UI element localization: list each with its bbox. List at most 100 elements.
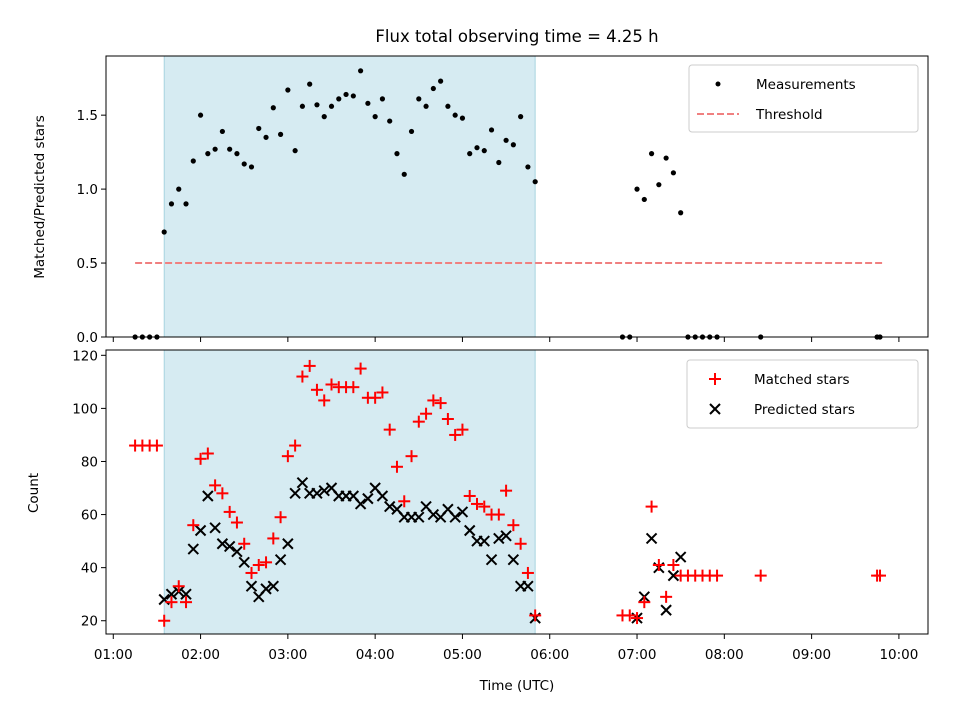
- matched-star-point: [223, 505, 236, 518]
- matched-star-point: [427, 394, 440, 407]
- matched-star-point: [238, 537, 251, 550]
- predicted-star-point: [274, 553, 287, 566]
- predicted-star-point: [485, 553, 498, 566]
- x-axis-label: Time (UTC): [479, 678, 555, 694]
- predicted-star-point: [645, 532, 658, 545]
- matched-star-point: [623, 609, 636, 622]
- matched-star-point: [376, 386, 389, 399]
- measurement-point: [474, 145, 480, 151]
- top-y-ticks: 0.0 0.5 1.0 1.5: [77, 108, 106, 346]
- measurement-point: [358, 68, 364, 74]
- predicted-star-point: [383, 500, 396, 513]
- legend-matched-marker: [709, 373, 721, 385]
- measurement-point: [510, 142, 516, 148]
- measurement-point: [321, 114, 327, 120]
- predicted-star-point: [238, 556, 250, 569]
- matched-star-point: [172, 580, 185, 593]
- matched-star-point: [434, 397, 447, 410]
- predicted-stars-points: [158, 477, 687, 624]
- legend-measurements-label: Measurements: [756, 77, 856, 93]
- measurement-point: [234, 151, 240, 157]
- predicted-star-point: [194, 524, 207, 537]
- measurement-point: [285, 87, 291, 93]
- matched-star-point: [529, 609, 542, 622]
- predicted-star-point: [289, 487, 301, 500]
- y-tick-label: 80: [81, 454, 98, 470]
- x-tick-label: 04:00: [356, 647, 395, 663]
- measurement-point: [401, 171, 407, 177]
- measurement-point: [518, 114, 524, 120]
- matched-star-point: [194, 452, 207, 465]
- predicted-star-point: [187, 543, 199, 555]
- matched-star-point: [201, 447, 214, 460]
- bottom-x-ticks: 01:00 02:00 03:00 04:00 05:00 06:00 07:00 08:00…: [94, 634, 918, 663]
- matched-star-point: [478, 500, 491, 513]
- matched-star-point: [390, 460, 403, 473]
- measurement-point: [219, 128, 225, 135]
- predicted-star-point: [180, 588, 192, 600]
- matched-star-point: [470, 497, 483, 510]
- predicted-star-point: [413, 511, 425, 523]
- matched-star-point: [267, 532, 280, 545]
- measurement-point: [299, 103, 306, 109]
- measurement-point: [176, 186, 182, 192]
- x-tick-label: 03:00: [268, 647, 307, 663]
- measurement-point: [481, 148, 487, 154]
- matched-star-point: [405, 450, 418, 463]
- measurement-point: [467, 151, 473, 157]
- measurement-point: [387, 118, 393, 124]
- matched-star-point: [325, 378, 338, 391]
- matched-star-point: [456, 423, 469, 436]
- x-tick-label: 07:00: [618, 647, 657, 663]
- y-tick-label: 20: [81, 614, 98, 630]
- matched-star-point: [507, 519, 520, 532]
- matched-star-point: [652, 558, 665, 571]
- measurement-point: [459, 115, 466, 121]
- matched-star-point: [631, 612, 644, 625]
- predicted-star-point: [493, 532, 505, 545]
- bottom-y-ticks: 20 40 60 80 100 120: [72, 348, 106, 630]
- legend-predicted-marker: [709, 403, 721, 415]
- measurement-point: [270, 105, 276, 111]
- matched-star-point: [209, 479, 222, 492]
- predicted-star-point: [267, 580, 280, 592]
- bottom-panel: 20 40 60 80 100 120 01:00 02:00 03:00 04:00 05:00…: [26, 348, 929, 694]
- measurement-point: [678, 210, 684, 216]
- predicted-star-point: [282, 538, 294, 550]
- predicted-star-point: [660, 604, 672, 616]
- predicted-star-point: [216, 538, 229, 550]
- measurement-point: [183, 201, 189, 207]
- top-axes-frame: [105, 55, 929, 338]
- measurement-point: [423, 103, 429, 109]
- predicted-star-point: [674, 551, 687, 563]
- predicted-star-point: [311, 487, 323, 500]
- predicted-star-point: [427, 508, 440, 521]
- measurement-point: [241, 161, 247, 167]
- matched-star-point: [711, 569, 724, 582]
- matched-star-point: [289, 439, 302, 452]
- matched-star-point: [754, 569, 767, 582]
- measurement-point: [648, 151, 655, 157]
- y-tick-label: 0.5: [77, 256, 98, 272]
- predicted-star-point: [667, 569, 680, 582]
- measurement-point: [190, 158, 196, 164]
- measurement-point: [336, 96, 342, 102]
- matched-star-point: [347, 381, 360, 394]
- legend-matched-label: Matched stars: [754, 372, 850, 388]
- measurement-point: [656, 182, 662, 188]
- measurement-point: [365, 100, 371, 106]
- matched-star-point: [296, 370, 309, 383]
- predicted-star-point: [376, 490, 389, 502]
- x-tick-label: 06:00: [530, 647, 569, 663]
- measurement-point: [641, 196, 647, 203]
- predicted-star-point: [500, 530, 512, 542]
- measurement-point: [634, 186, 640, 192]
- x-tick-label: 09:00: [792, 647, 831, 663]
- predicted-star-point: [296, 477, 309, 489]
- matched-star-point: [252, 558, 265, 571]
- measurement-point: [496, 159, 502, 166]
- measurement-point: [314, 102, 320, 108]
- measurement-point: [416, 96, 422, 102]
- predicted-star-point: [231, 546, 243, 558]
